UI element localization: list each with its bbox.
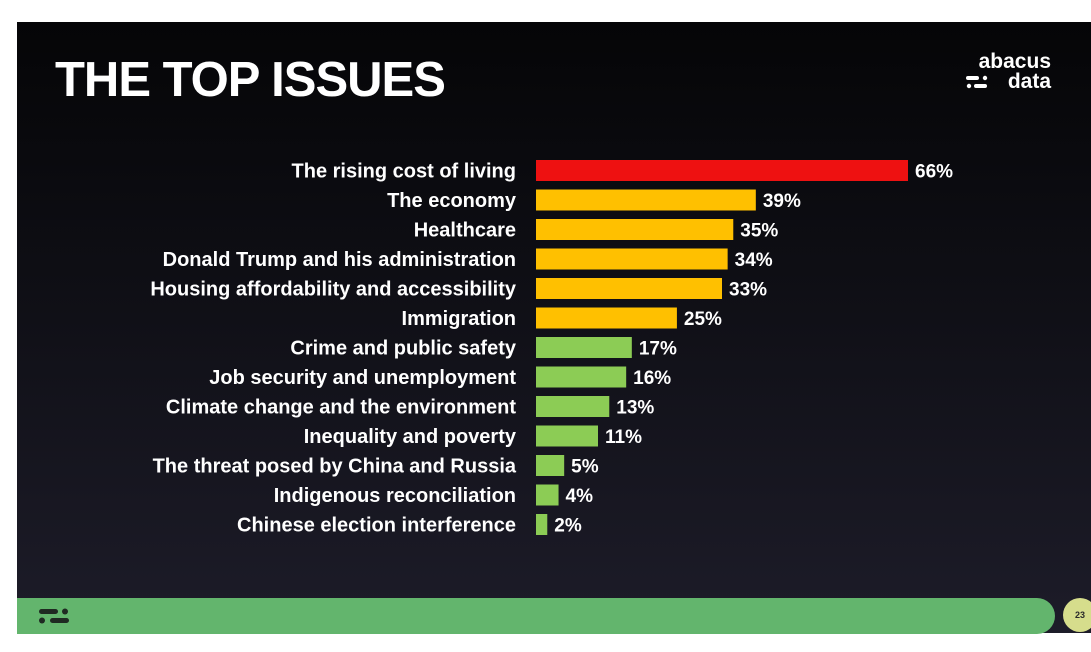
category-label: Healthcare xyxy=(414,220,516,242)
bar xyxy=(536,455,565,476)
bar xyxy=(536,514,548,535)
footer-bar xyxy=(17,598,1055,634)
value-label: 16% xyxy=(633,368,671,389)
value-label: 17% xyxy=(639,339,677,360)
value-label: 39% xyxy=(763,191,801,212)
category-label: Indigenous reconciliation xyxy=(274,485,516,507)
category-label: Donald Trump and his administration xyxy=(163,249,516,271)
category-label: Crime and public safety xyxy=(290,338,516,360)
category-label: Inequality and poverty xyxy=(304,426,517,448)
bar xyxy=(536,248,728,270)
bar xyxy=(536,189,756,211)
bar xyxy=(536,484,559,506)
value-label: 66% xyxy=(915,162,953,183)
bar xyxy=(536,219,734,240)
category-label: Climate change and the environment xyxy=(166,397,516,419)
value-label: 11% xyxy=(605,427,642,448)
value-label: 13% xyxy=(616,398,654,419)
bar xyxy=(536,337,632,358)
logo-line2-text: data xyxy=(1007,70,1051,93)
value-label: 2% xyxy=(554,516,582,537)
value-label: 34% xyxy=(735,250,773,271)
category-label: The rising cost of living xyxy=(292,161,516,183)
logo-line1: abacus xyxy=(978,50,1051,73)
category-label: Immigration xyxy=(402,308,516,330)
value-label: 25% xyxy=(684,309,722,330)
category-label: The threat posed by China and Russia xyxy=(153,456,517,478)
value-label: 4% xyxy=(566,486,594,507)
category-label: The economy xyxy=(387,190,517,212)
value-label: 35% xyxy=(740,221,778,242)
page-title: THE TOP ISSUES xyxy=(55,53,446,107)
value-label: 33% xyxy=(729,280,767,301)
logo-mark-icon xyxy=(966,75,988,89)
bar xyxy=(536,396,610,417)
bar xyxy=(536,425,598,447)
footer-logo-icon xyxy=(39,608,69,624)
value-label: 5% xyxy=(571,457,599,478)
logo-line2: data xyxy=(961,70,1051,93)
bar xyxy=(536,278,722,299)
bar xyxy=(536,307,677,329)
category-label: Job security and unemployment xyxy=(209,367,516,389)
category-label: Chinese election interference xyxy=(237,515,516,537)
abacus-data-logo: abacus data xyxy=(961,50,1051,93)
category-label: Housing affordability and accessibility xyxy=(150,279,517,301)
bar xyxy=(536,160,908,181)
bar xyxy=(536,366,627,388)
page-number: 23 xyxy=(1063,598,1091,632)
